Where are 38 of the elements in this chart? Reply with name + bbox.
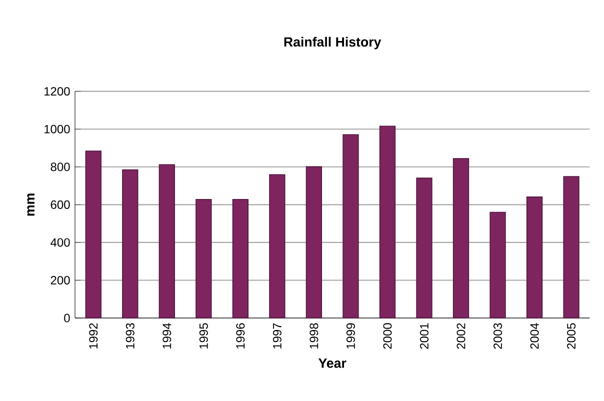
- y-tick-label: 1000: [44, 124, 70, 134]
- y-tick-label: 200: [50, 276, 70, 284]
- bar: [490, 212, 506, 318]
- bar: [563, 176, 580, 318]
- x-tick-label: 1992: [89, 323, 98, 348]
- bar: [342, 134, 359, 318]
- y-tick-label: 800: [50, 162, 70, 172]
- x-tick-label: 1994: [162, 323, 172, 348]
- y-tick-label: 1200: [44, 87, 70, 96]
- y-tick-label: 0: [64, 314, 70, 322]
- x-tick-label: 1997: [272, 323, 282, 348]
- bar: [306, 166, 322, 318]
- x-tick-label: 2002: [456, 323, 466, 349]
- x-tick-label: 1993: [126, 323, 134, 348]
- x-tick-label: 2005: [567, 323, 576, 349]
- y-tick-label: 400: [50, 238, 70, 247]
- x-tick-label: 2000: [383, 323, 392, 349]
- bar: [85, 150, 102, 318]
- bar: [526, 196, 543, 318]
- y-axis-title: mm: [27, 194, 34, 216]
- bar: [158, 164, 175, 318]
- x-tick-label: 2003: [494, 323, 502, 349]
- bar: [416, 178, 432, 318]
- bar: [122, 169, 138, 318]
- x-tick-label: 2001: [420, 323, 428, 349]
- bar: [232, 198, 248, 318]
- x-tick-label: 2004: [530, 323, 539, 349]
- x-tick-label: 1998: [310, 323, 318, 348]
- bar: [196, 198, 212, 318]
- chart-title: Rainfall History: [284, 36, 382, 50]
- x-tick-label: 1996: [236, 323, 245, 348]
- x-axis-title: Year: [318, 358, 346, 368]
- bar: [452, 158, 470, 318]
- x-tick-label: 1999: [346, 323, 355, 348]
- bar: [379, 126, 396, 318]
- bar: [269, 174, 286, 318]
- x-tick-label: 1995: [199, 323, 208, 348]
- y-tick-label: 600: [50, 200, 70, 209]
